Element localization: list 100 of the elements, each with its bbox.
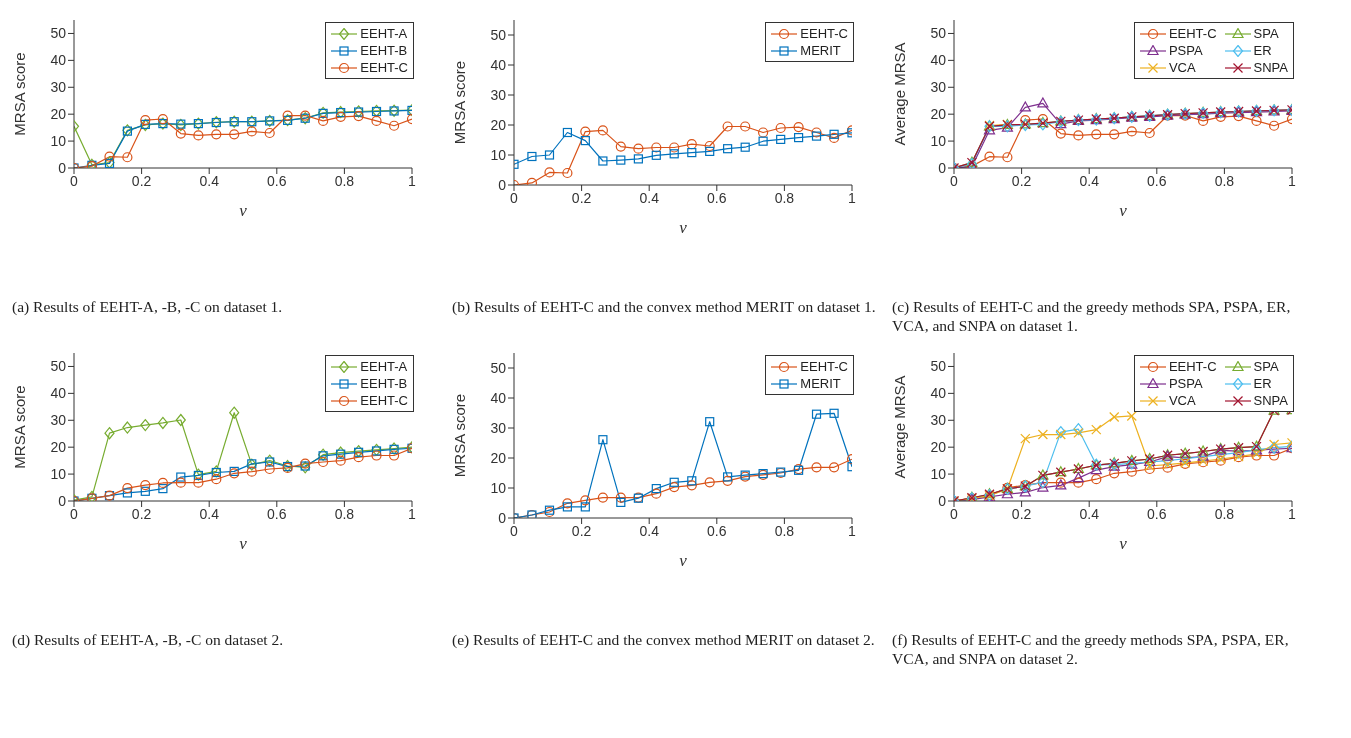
y-tick-label: 30 [930, 412, 947, 429]
text: (b) Results of EEHT-C and the convex method MERIT on dataset 1. [452, 297, 877, 316]
y-tick-label: 20 [490, 116, 507, 133]
y-tick-label: 40 [930, 385, 947, 402]
y-tick-label: 40 [50, 52, 67, 69]
x-tick-label: 1 [1288, 172, 1297, 189]
legend-label: EEHT-C [800, 358, 848, 375]
x-axis-title: ν [239, 534, 248, 553]
legend-label: MERIT [800, 375, 841, 392]
y-tick-label: 10 [930, 133, 947, 150]
y-tick-label: 30 [50, 79, 67, 96]
x-tick-label: 0.4 [1079, 172, 1100, 189]
legend-label: EEHT-C [360, 392, 408, 409]
legend-label: EEHT-A [360, 358, 408, 375]
x-tick-label: 0.8 [334, 172, 355, 189]
x-tick-label: 0.8 [774, 522, 795, 539]
y-tick-label: 40 [490, 56, 507, 73]
x-tick-label: 0.2 [131, 172, 152, 189]
y-tick-label: 0 [938, 159, 947, 176]
y-tick-label: 20 [930, 106, 947, 123]
y-tick-label: 0 [58, 159, 67, 176]
x-tick-label: 0 [510, 522, 519, 539]
text: (d) Results of EEHT-A, -B, -C on dataset 2. [12, 630, 285, 649]
x-tick-label: 1 [408, 172, 417, 189]
y-tick-label: 40 [930, 52, 947, 69]
legend-label: EEHT-B [360, 375, 408, 392]
legend-label: EEHT-C [1168, 25, 1217, 42]
y-tick-label: 30 [490, 419, 507, 436]
legend-label: SNPA [1253, 59, 1288, 76]
x-tick-label: 0 [950, 505, 959, 522]
x-tick-label: 0.8 [1214, 172, 1235, 189]
text: (f) Results of EEHT-C and the greedy methods SPA, PSPA, ER, VCA, and SNPA on dataset 2. [892, 630, 1290, 668]
y-tick-label: 20 [50, 439, 67, 456]
x-tick-label: 0.6 [1147, 505, 1167, 522]
x-tick-label: 0.6 [707, 522, 727, 539]
legend-label: EEHT-B [360, 42, 408, 59]
x-axis-title: ν [679, 218, 688, 237]
x-tick-label: 0.2 [571, 189, 592, 206]
legend-label: MERIT [800, 42, 841, 59]
legend-label: VCA [1168, 392, 1196, 409]
x-tick-label: 1 [848, 522, 857, 539]
x-tick-label: 1 [408, 505, 417, 522]
x-axis-title: ν [239, 201, 248, 220]
x-tick-label: 0.2 [1011, 505, 1032, 522]
legend-label: ER [1253, 42, 1272, 59]
x-tick-label: 0.8 [774, 189, 795, 206]
x-tick-label: 0.8 [1214, 505, 1235, 522]
legend-label: EEHT-C [360, 59, 408, 76]
y-tick-label: 50 [50, 25, 67, 42]
y-tick-label: 20 [50, 106, 67, 123]
x-tick-label: 0.4 [199, 505, 220, 522]
x-tick-label: 0 [510, 189, 519, 206]
y-tick-label: 10 [50, 466, 67, 483]
legend-label: SNPA [1253, 392, 1288, 409]
text: (e) Results of EEHT-C and the convex method MERIT on dataset 2. [452, 630, 876, 649]
y-tick-label: 40 [490, 389, 507, 406]
legend-label: PSPA [1168, 375, 1203, 392]
x-tick-label: 0.4 [1079, 505, 1100, 522]
legend-label: SPA [1253, 25, 1279, 42]
x-tick-label: 0.6 [1147, 172, 1167, 189]
x-tick-label: 0.6 [267, 505, 287, 522]
x-tick-label: 0.4 [199, 172, 220, 189]
x-tick-label: 0.4 [639, 189, 660, 206]
text: (a) Results of EEHT-A, -B, -C on dataset 1. [12, 297, 284, 316]
y-tick-label: 30 [50, 412, 67, 429]
y-tick-label: 0 [58, 492, 67, 509]
x-tick-label: 0 [950, 172, 959, 189]
y-tick-label: 20 [930, 439, 947, 456]
y-tick-label: 10 [930, 466, 947, 483]
y-tick-label: 50 [930, 358, 947, 375]
x-tick-label: 0.2 [571, 522, 592, 539]
legend-label: EEHT-C [1168, 358, 1217, 375]
legend-label: VCA [1168, 59, 1196, 76]
x-tick-label: 1 [848, 189, 857, 206]
y-tick-label: 50 [930, 25, 947, 42]
x-tick-label: 0.4 [639, 522, 660, 539]
y-tick-label: 40 [50, 385, 67, 402]
y-axis-title: MRSA score [11, 385, 29, 469]
legend-label: EEHT-A [360, 25, 408, 42]
y-tick-label: 10 [50, 133, 67, 150]
x-tick-label: 0.6 [707, 189, 727, 206]
x-tick-label: 0.2 [131, 505, 152, 522]
y-axis-title: MRSA score [451, 393, 469, 478]
y-axis-title: Average MRSA [891, 42, 909, 146]
legend-label: PSPA [1168, 42, 1203, 59]
y-tick-label: 20 [490, 449, 507, 466]
y-tick-label: 50 [490, 26, 507, 43]
y-axis-title: Average MRSA [891, 375, 909, 479]
x-tick-label: 1 [1288, 505, 1297, 522]
x-tick-label: 0.6 [267, 172, 287, 189]
x-axis-title: ν [1119, 534, 1128, 553]
y-axis-title: MRSA score [11, 52, 29, 136]
legend-label: EEHT-C [800, 25, 848, 42]
x-axis-title: ν [679, 551, 688, 570]
x-tick-label: 0.2 [1011, 172, 1032, 189]
y-tick-label: 50 [50, 358, 67, 375]
y-tick-label: 10 [490, 479, 507, 496]
y-tick-label: 30 [490, 86, 507, 103]
x-axis-title: ν [1119, 201, 1128, 220]
y-tick-label: 50 [490, 359, 507, 376]
